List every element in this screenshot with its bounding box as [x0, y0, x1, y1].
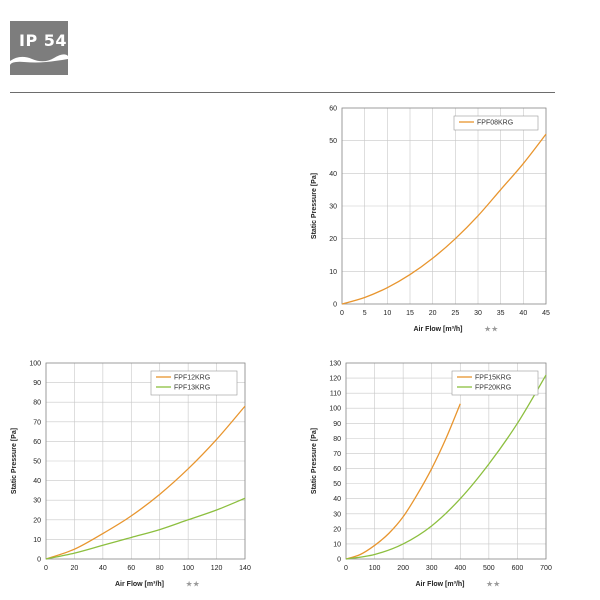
x-tick-label: 300 [426, 565, 438, 572]
legend-label: FPF15KRG [475, 375, 511, 382]
y-tick-label: 90 [33, 380, 41, 387]
y-axis-title: Static Pressure [Pa] [11, 428, 18, 494]
y-tick-label: 40 [33, 478, 41, 485]
legend-label: FPF20KRG [475, 385, 511, 392]
y-tick-label: 60 [33, 439, 41, 446]
series-line-fpf12krg [45, 405, 246, 560]
y-tick-label: 40 [333, 496, 341, 503]
y-tick-label: 30 [329, 204, 337, 211]
y-tick-label: 10 [333, 541, 341, 548]
plot-frame [45, 362, 246, 560]
legend-box [150, 370, 238, 396]
series-line-fpf20krg [345, 374, 547, 560]
y-tick-label: 60 [329, 106, 337, 113]
series-line-fpf08krg [341, 133, 547, 305]
legend: FPF15KRG FPF20KRG [451, 370, 539, 396]
legend: FPF08KRG [453, 115, 539, 131]
y-tick-label: 50 [329, 138, 337, 145]
chart-fpf15-20krg: 0 100 200 300 400 500 600 700 0 10 20 30 40 50 60 70 80 9… [311, 361, 552, 589]
x-tick-label: 500 [483, 565, 495, 572]
x-tick-label: 25 [451, 310, 459, 317]
x-tick-label: 40 [99, 565, 107, 572]
x-axis-stars: ★★ [186, 580, 200, 589]
x-tick-label: 400 [454, 565, 466, 572]
y-tick-label: 80 [333, 436, 341, 443]
x-tick-label: 35 [497, 310, 505, 317]
series-line-fpf15krg [345, 403, 461, 560]
y-tick-label: 50 [33, 459, 41, 466]
x-axis-stars: ★★ [486, 580, 500, 589]
x-tick-label: 15 [406, 310, 414, 317]
x-tick-label: 600 [512, 565, 524, 572]
x-tick-label: 200 [397, 565, 409, 572]
x-tick-label: 20 [429, 310, 437, 317]
y-tick-label: 10 [329, 269, 337, 276]
x-tick-label: 0 [44, 565, 48, 572]
legend-label: FPF13KRG [174, 385, 210, 392]
legend-box [453, 115, 539, 131]
x-tick-label: 700 [540, 565, 552, 572]
x-axis-title: Air Flow [m³/h] [414, 326, 463, 333]
y-tick-label: 130 [329, 361, 341, 368]
y-tick-label: 110 [330, 391, 341, 398]
y-tick-label: 20 [33, 517, 41, 524]
y-tick-label: 10 [33, 537, 41, 544]
ip-rating-badge: IP 54 [10, 21, 68, 75]
y-tick-label: 0 [37, 557, 41, 564]
x-tick-label: 60 [127, 565, 135, 572]
ip-rating-label: IP 54 [19, 31, 68, 50]
x-tick-label: 30 [474, 310, 482, 317]
x-tick-label: 0 [344, 565, 348, 572]
chart-fpf08krg: 0 5 10 15 20 25 30 35 40 45 0 10 20 30 40 50 60 FPF08KRG A… [311, 106, 550, 334]
x-tick-label: 20 [71, 565, 79, 572]
y-tick-label: 90 [333, 421, 341, 428]
y-tick-label: 70 [333, 451, 341, 458]
y-tick-label: 100 [29, 361, 41, 368]
x-tick-label: 80 [156, 565, 164, 572]
legend: FPF12KRG FPF13KRG [150, 370, 238, 396]
y-tick-label: 20 [333, 526, 341, 533]
x-axis-title: Air Flow [m³/h] [115, 581, 164, 588]
x-tick-label: 100 [369, 565, 381, 572]
x-axis-stars: ★★ [484, 325, 498, 334]
y-axis-title: Static Pressure [Pa] [311, 428, 318, 494]
series-line-fpf13krg [45, 497, 246, 560]
y-tick-label: 30 [33, 498, 41, 505]
header-divider [10, 92, 555, 93]
x-tick-label: 140 [239, 565, 251, 572]
x-tick-label: 0 [340, 310, 344, 317]
x-tick-label: 40 [519, 310, 527, 317]
y-axis-title: Static Pressure [Pa] [311, 173, 318, 239]
y-tick-label: 30 [333, 511, 341, 518]
x-tick-label: 100 [182, 565, 194, 572]
y-tick-label: 40 [329, 171, 337, 178]
x-tick-label: 10 [383, 310, 391, 317]
plot-frame [345, 362, 547, 560]
legend-label: FPF12KRG [174, 375, 210, 382]
y-tick-label: 0 [337, 557, 341, 564]
water-wave-icon [10, 54, 68, 65]
y-tick-label: 50 [333, 481, 341, 488]
y-tick-label: 60 [333, 466, 341, 473]
legend-label: FPF08KRG [477, 120, 513, 127]
x-tick-label: 5 [363, 310, 367, 317]
x-tick-label: 120 [211, 565, 223, 572]
x-axis-title: Air Flow [m³/h] [416, 581, 465, 588]
chart-fpf12-13krg: 0 20 40 60 80 100 120 140 0 10 20 30 40 50 60 70 80 90 100… [11, 361, 251, 589]
y-tick-label: 80 [33, 400, 41, 407]
y-tick-label: 70 [33, 419, 41, 426]
x-tick-label: 45 [542, 310, 550, 317]
y-tick-label: 0 [333, 302, 337, 309]
plot-area [346, 363, 546, 559]
legend-box [451, 370, 539, 396]
y-tick-label: 120 [329, 376, 341, 383]
y-tick-label: 100 [329, 406, 341, 413]
y-tick-label: 20 [329, 236, 337, 243]
plot-frame [341, 107, 547, 305]
